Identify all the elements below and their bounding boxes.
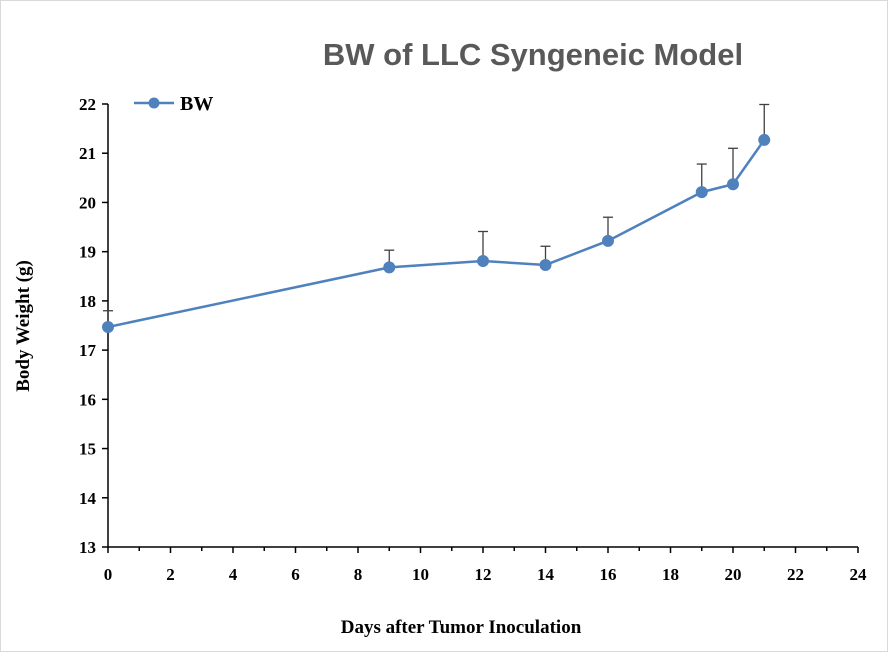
x-tick-label: 18 (662, 565, 679, 584)
y-tick-label: 20 (79, 193, 96, 212)
data-point (602, 234, 614, 247)
data-point (727, 178, 739, 191)
x-tick-label: 16 (600, 565, 617, 584)
x-tick-label: 4 (229, 565, 238, 584)
y-tick-label: 16 (79, 390, 96, 409)
y-tick-label: 19 (79, 243, 96, 262)
x-tick-label: 24 (850, 565, 868, 584)
x-tick-label: 2 (166, 565, 175, 584)
y-tick-label: 21 (79, 144, 96, 163)
x-tick-label: 0 (104, 565, 113, 584)
x-axis-label: Days after Tumor Inoculation (341, 617, 582, 638)
x-tick-label: 14 (537, 565, 555, 584)
y-tick-label: 15 (79, 440, 96, 459)
x-tick-label: 12 (475, 565, 492, 584)
chart-title: BW of LLC Syngeneic Model (323, 37, 743, 72)
x-tick-label: 20 (725, 565, 742, 584)
x-tick-label: 10 (412, 565, 429, 584)
data-point (695, 186, 708, 199)
legend-label: BW (180, 93, 213, 115)
y-tick-label: 17 (79, 341, 97, 360)
legend-marker (148, 97, 160, 109)
y-axis-label: Body Weight (g) (13, 260, 34, 392)
x-tick-label: 6 (291, 565, 300, 584)
y-tick-label: 18 (79, 292, 96, 311)
data-point (539, 258, 552, 271)
data-point (102, 320, 114, 333)
data-point (383, 261, 396, 274)
x-tick-label: 8 (354, 565, 363, 584)
y-tick-label: 22 (79, 95, 96, 114)
y-tick-label: 13 (79, 538, 96, 557)
x-tick-label: 22 (787, 565, 804, 584)
data-point (477, 255, 489, 268)
data-point (758, 133, 771, 146)
y-tick-label: 14 (79, 489, 97, 508)
series-line (107, 139, 766, 329)
